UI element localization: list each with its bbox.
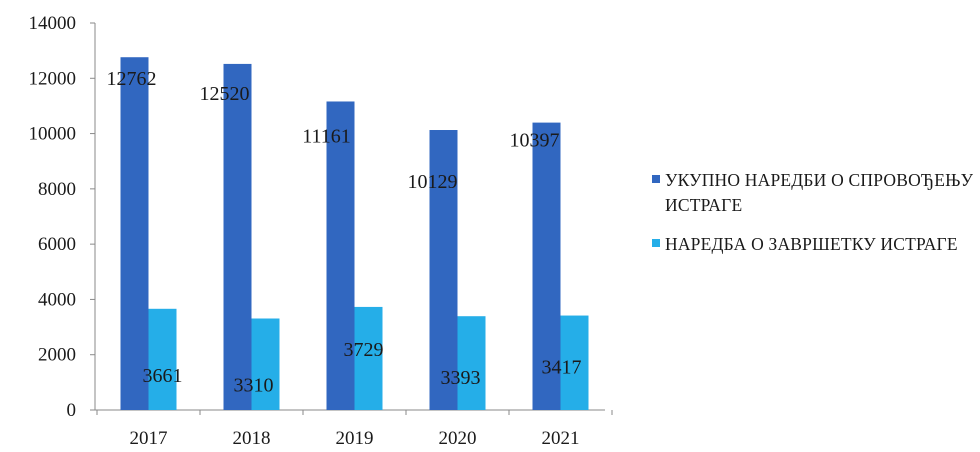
data-label: 3310 (234, 375, 274, 397)
y-tick-label: 14000 (29, 13, 77, 34)
data-label: 3393 (441, 367, 481, 389)
y-tick-label: 2000 (38, 345, 76, 366)
y-tick-label: 10000 (29, 124, 77, 145)
bar (532, 122, 561, 410)
legend-label-completion: НАРЕДБА О ЗАВРШЕТКУ ИСТРАГЕ (665, 234, 958, 254)
y-tick-label: 6000 (38, 234, 76, 255)
data-label: 3417 (542, 357, 582, 379)
x-tick-label: 2019 (336, 428, 374, 449)
data-label: 12520 (200, 83, 250, 105)
y-tick-label: 4000 (38, 289, 76, 310)
data-label: 3729 (344, 339, 384, 361)
bar (560, 315, 589, 410)
y-tick-label: 12000 (29, 68, 77, 89)
legend-item-completion: НАРЕДБА О ЗАВРШЕТКУ ИСТРАГЕ (652, 232, 977, 257)
data-label: 3661 (143, 365, 183, 387)
data-label: 11161 (302, 125, 351, 147)
x-tick-label: 2017 (130, 428, 168, 449)
data-label: 12762 (107, 68, 157, 90)
x-tick-label: 2018 (233, 428, 271, 449)
x-axis-ticks: 2017 2018 2019 2020 2021 (96, 410, 613, 449)
x-tick-label: 2021 (542, 428, 580, 449)
legend-item-total: УКУПНО НАРЕДБИ О СПРОВОЂЕЊУ ИСТРАГЕ (652, 168, 977, 218)
bar (120, 57, 149, 410)
data-labels: 12762 3661 12520 3310 11161 3729 10129 3393 1039… (107, 68, 582, 396)
x-tick-label: 2020 (439, 428, 477, 449)
y-axis-ticks: 0 2000 4000 6000 8000 10000 12000 14000 (29, 13, 95, 421)
data-label: 10397 (510, 130, 560, 152)
bar (354, 306, 383, 410)
bar (457, 316, 486, 410)
bar (251, 318, 280, 410)
y-tick-label: 0 (67, 400, 77, 421)
bar (326, 101, 355, 410)
legend-swatch-completion (652, 239, 660, 247)
bar (223, 63, 252, 410)
chart-legend: УКУПНО НАРЕДБИ О СПРОВОЂЕЊУ ИСТРАГЕ НАРЕ… (652, 168, 977, 271)
legend-swatch-total (652, 175, 660, 183)
y-tick-label: 8000 (38, 179, 76, 200)
data-label: 10129 (408, 171, 458, 193)
chart-bars (120, 57, 589, 410)
bar (148, 308, 177, 410)
legend-label-total: УКУПНО НАРЕДБИ О СПРОВОЂЕЊУ ИСТРАГЕ (665, 170, 974, 215)
bar (429, 130, 458, 410)
